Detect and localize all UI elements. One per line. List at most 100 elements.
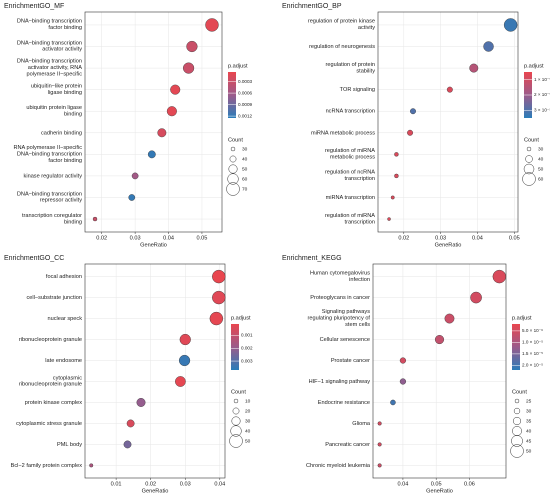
- dot: [470, 291, 482, 304]
- plot-background: [85, 264, 225, 478]
- dot: [209, 311, 224, 326]
- size-key-label: 30: [245, 418, 251, 424]
- y-tick-label: Endocrine resistance: [318, 400, 370, 406]
- panel-title: EnrichmentGO_MF: [4, 3, 64, 10]
- size-key: [512, 416, 522, 426]
- color-tick-label: 0.002: [241, 345, 253, 350]
- size-key-label: 40: [526, 428, 532, 434]
- x-tick-label: 0.05: [197, 235, 208, 241]
- size-key: [230, 425, 242, 437]
- size-key: [523, 163, 535, 175]
- x-tick-label: 0.05: [509, 235, 520, 241]
- size-key: [232, 407, 240, 415]
- size-key: [227, 173, 239, 185]
- y-tick-label: DNA−binding transcription repressor activ…: [17, 192, 82, 204]
- dot: [434, 334, 445, 345]
- panel-title: EnrichmentGO_CC: [4, 255, 64, 262]
- size-legend-title: Count: [512, 389, 527, 395]
- size-key: [514, 398, 520, 404]
- y-tick-label: Pancreatic cancer: [325, 442, 370, 448]
- color-tick-label: 2.0 × 10⁻⁵: [522, 363, 543, 368]
- size-key: [231, 416, 241, 426]
- y-tick-label: DNA−binding transcription factor binding: [17, 19, 82, 31]
- x-axis-label: GeneRatio: [435, 242, 462, 248]
- y-tick-label: Signaling pathways regulating pluripotenc…: [307, 310, 370, 329]
- dot: [205, 18, 219, 32]
- size-key-label: 30: [538, 146, 544, 152]
- dot: [212, 290, 226, 305]
- y-tick-label: Human cytomegalovirus infection: [310, 271, 370, 283]
- color-tick-label: 0.001: [241, 333, 253, 338]
- panel: EnrichmentGO_CC 0.01 0.02 0.03 0.04 focal adh…: [4, 255, 253, 495]
- dot: [147, 150, 156, 159]
- color-legend-title: p.adjust: [524, 63, 544, 69]
- dot: [410, 108, 416, 115]
- y-tick-label: regulation of protein kinase activity: [308, 19, 375, 31]
- y-tick-label: DNA−binding transcription activator activ…: [17, 59, 82, 78]
- size-key-label: 60: [242, 176, 248, 182]
- dot: [503, 18, 518, 32]
- y-tick-label: regulation of neurogenesis: [309, 44, 375, 50]
- y-tick-label: miRNA metabolic process: [311, 130, 375, 136]
- color-tick-label: 2 × 10⁻⁵: [534, 92, 550, 97]
- x-tick-label: 0.04: [397, 481, 408, 487]
- size-key: [512, 426, 522, 436]
- size-key: [526, 146, 532, 152]
- x-tick-label: 0.02: [96, 235, 107, 241]
- color-legend-title: p.adjust: [512, 315, 532, 321]
- plot-border: [372, 263, 507, 479]
- y-tick-label: Cellular senescence: [320, 337, 370, 343]
- size-legend-title: Count: [228, 137, 243, 143]
- dot: [166, 106, 177, 117]
- color-tick-label: 0.0006: [238, 90, 252, 95]
- dot: [131, 172, 139, 180]
- y-tick-label: protein kinase complex: [25, 400, 82, 406]
- y-tick-label: late endosome: [45, 358, 82, 364]
- dot: [212, 269, 226, 284]
- size-key-label: 30: [242, 146, 248, 152]
- size-key-label: 60: [538, 176, 544, 182]
- x-tick-label: 0.03: [180, 481, 191, 487]
- dot: [387, 217, 391, 221]
- dot: [183, 62, 195, 74]
- size-key: [229, 155, 237, 163]
- size-key: [229, 434, 243, 448]
- panel: EnrichmentGO_MF 0.02 0.03 0.04 0.05 DNA−bindi…: [4, 3, 252, 249]
- y-tick-label: ncRNA transcription: [326, 109, 375, 115]
- y-tick-label: nuclear speck: [47, 316, 82, 322]
- dot: [407, 129, 414, 136]
- y-tick-label: focal adhesion: [46, 274, 82, 280]
- y-tick-label: ubiquitin−like protein ligase binding: [31, 84, 82, 96]
- x-tick-label: 0.04: [163, 235, 174, 241]
- x-tick-label: 0.05: [431, 481, 442, 487]
- plot-border: [377, 11, 519, 233]
- dot: [444, 313, 455, 324]
- y-tick-label: kinase regulator activity: [24, 173, 83, 179]
- size-key: [228, 164, 238, 174]
- dot: [377, 442, 382, 447]
- y-tick-label: RNA polymerase II−specific DNA−binding tr…: [13, 145, 82, 164]
- color-bar: [231, 324, 239, 370]
- size-key-label: 50: [245, 438, 251, 444]
- dot: [390, 195, 395, 200]
- size-key-label: 10: [245, 398, 251, 404]
- plot-background: [373, 264, 506, 478]
- dot: [390, 399, 396, 406]
- size-legend-title: Count: [231, 389, 246, 395]
- dot: [157, 128, 167, 138]
- y-tick-label: TOR signaling: [340, 87, 375, 93]
- y-tick-label: ribonucleoprotein granule: [19, 337, 82, 343]
- dot: [399, 378, 407, 385]
- y-tick-label: DNA−binding transcription activator activ…: [17, 41, 82, 53]
- y-tick-label: ubiquitin protein ligase binding: [26, 106, 82, 118]
- y-tick-label: cytoplasmic stress granule: [16, 421, 82, 427]
- size-key-label: 50: [242, 166, 248, 172]
- x-axis-label: GeneRatio: [140, 242, 167, 248]
- y-tick-label: PML body: [57, 442, 82, 448]
- x-tick-label: 0.02: [398, 235, 409, 241]
- size-key-label: 40: [245, 428, 251, 434]
- dot: [377, 421, 382, 426]
- y-tick-label: Bcl−2 family protein complex: [11, 463, 83, 469]
- size-key-label: 70: [242, 186, 248, 192]
